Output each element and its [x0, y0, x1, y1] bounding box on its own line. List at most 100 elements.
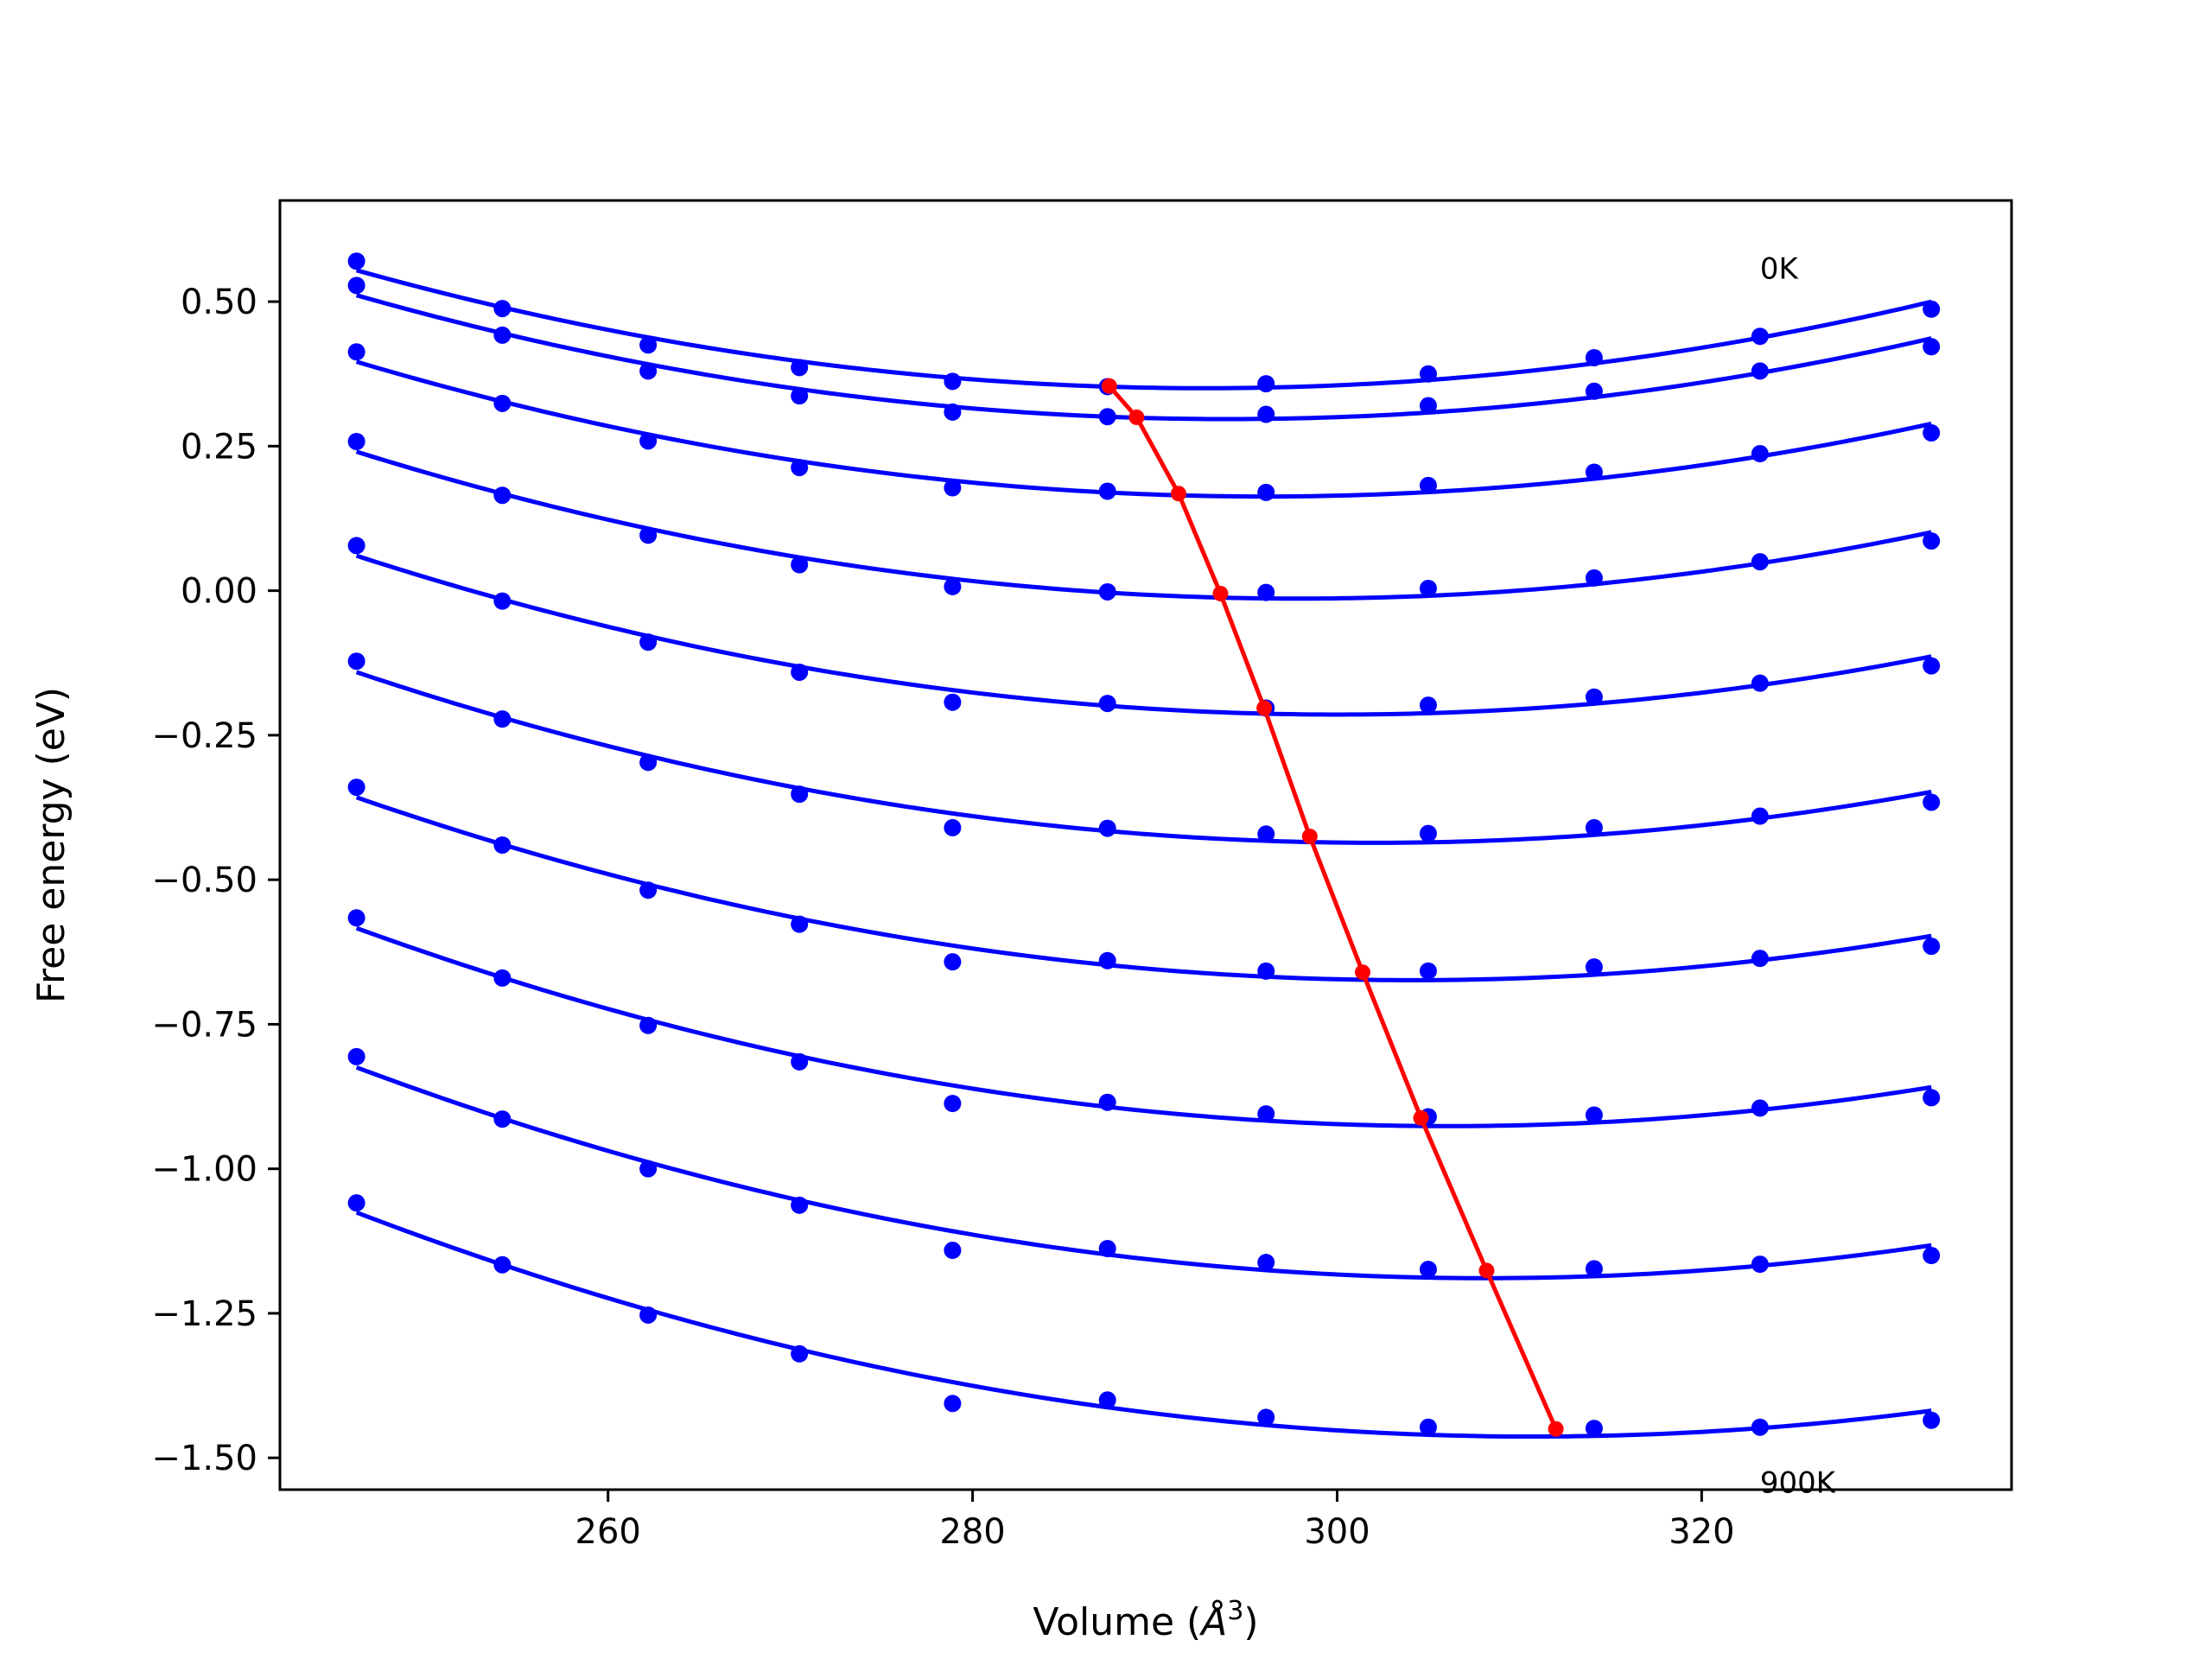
y-axis: 0.50 0.25 0.00 −0.25 −0.50 −0.75 −1.00 −1.25 −1.… [151, 283, 280, 1478]
data-point [1751, 445, 1769, 463]
data-point [639, 753, 658, 772]
minima-line [1107, 385, 1558, 1430]
x-tick-label: 280 [939, 1512, 1005, 1552]
data-point [944, 577, 962, 595]
data-point [347, 1047, 365, 1065]
data-point [1751, 362, 1769, 380]
data-point [791, 1344, 809, 1363]
data-point [1923, 1411, 1941, 1429]
data-point [944, 818, 962, 836]
data-point [1585, 1420, 1603, 1438]
data-point [1257, 1254, 1275, 1272]
minimum-point [1548, 1421, 1564, 1437]
data-point [639, 1160, 658, 1178]
data-point [1751, 807, 1769, 825]
data-point [639, 526, 658, 544]
x-tick-label: 300 [1304, 1512, 1370, 1552]
series-1 [347, 276, 1941, 426]
minimum-point [1413, 1109, 1429, 1126]
data-point [1923, 938, 1941, 956]
x-axis-label: Volume (Å3) [1033, 1596, 1258, 1644]
data-point [1098, 951, 1116, 969]
y-tick-label: −0.25 [151, 716, 257, 756]
data-point [1257, 962, 1275, 980]
series-2-fit-line [355, 359, 1932, 499]
data-point [791, 663, 809, 681]
minimum-point [1128, 409, 1145, 425]
series-6 [347, 779, 1941, 982]
x-tick-label: 260 [575, 1512, 641, 1552]
data-point [1419, 397, 1437, 415]
series-3-fit-line [355, 449, 1932, 601]
data-point [944, 1242, 962, 1260]
data-point [944, 953, 962, 971]
data-point [1419, 1418, 1437, 1436]
data-point [944, 1095, 962, 1113]
series-5-fit-line [355, 670, 1932, 845]
series-5 [347, 652, 1941, 845]
data-point [347, 276, 365, 295]
data-point [347, 537, 365, 555]
data-point [1257, 1105, 1275, 1123]
data-point [347, 779, 365, 797]
data-point [1098, 1391, 1116, 1409]
data-point [347, 252, 365, 270]
y-tick-label: 0.00 [181, 572, 257, 612]
data-point [347, 433, 365, 450]
y-tick-label: −1.50 [151, 1439, 257, 1478]
data-point [1585, 569, 1603, 587]
data-point [493, 326, 512, 344]
y-tick-label: −0.75 [151, 1005, 257, 1045]
data-point [1419, 365, 1437, 383]
data-point [347, 909, 365, 927]
data-point [1257, 583, 1275, 601]
data-point [1751, 1255, 1769, 1274]
data-point [791, 359, 809, 377]
data-point [1923, 338, 1941, 356]
data-point [639, 633, 658, 652]
series-4-fit-line [355, 553, 1932, 717]
data-point [347, 1194, 365, 1212]
minimum-point [1212, 585, 1229, 601]
data-point [1923, 1089, 1941, 1107]
data-point [493, 836, 512, 854]
data-point [791, 1196, 809, 1214]
data-point [1923, 532, 1941, 550]
data-point [493, 1255, 512, 1274]
data-point [791, 785, 809, 804]
axes-frame [278, 199, 2013, 1491]
data-point [493, 300, 512, 318]
x-axis: 260 280 300 320 [575, 1490, 1735, 1552]
data-point [1419, 476, 1437, 494]
y-axis-label: Free energy (eV) [29, 687, 73, 1003]
data-point [791, 556, 809, 574]
data-point [493, 486, 512, 505]
data-point [1585, 958, 1603, 976]
data-point [639, 1016, 658, 1034]
data-point [493, 394, 512, 412]
data-point [791, 1052, 809, 1071]
data-point [944, 403, 962, 421]
data-point [944, 372, 962, 391]
data-point [1257, 405, 1275, 423]
series-4 [347, 537, 1941, 717]
data-point [1923, 1247, 1941, 1265]
data-point [1098, 582, 1116, 601]
data-point [639, 881, 658, 899]
data-point [493, 710, 512, 728]
data-point [1585, 348, 1603, 366]
data-point [493, 969, 512, 987]
minimum-point [1301, 828, 1318, 844]
data-point [1098, 819, 1116, 837]
temperature-annotation: 0K [1760, 251, 1800, 286]
data-point [1751, 950, 1769, 968]
data-point [1751, 327, 1769, 346]
series-1-fit-line [355, 293, 1932, 422]
series-7-fit-line [355, 925, 1932, 1128]
data-point [1923, 300, 1941, 318]
data-point [1257, 483, 1275, 501]
data-point [1419, 824, 1437, 842]
data-point [1419, 962, 1437, 980]
data-point [1923, 657, 1941, 675]
